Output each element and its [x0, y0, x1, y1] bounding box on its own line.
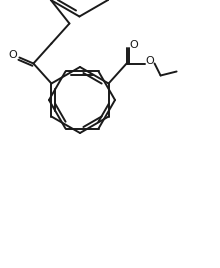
Text: O: O — [145, 57, 154, 66]
Text: O: O — [129, 39, 138, 50]
Text: O: O — [8, 50, 17, 61]
